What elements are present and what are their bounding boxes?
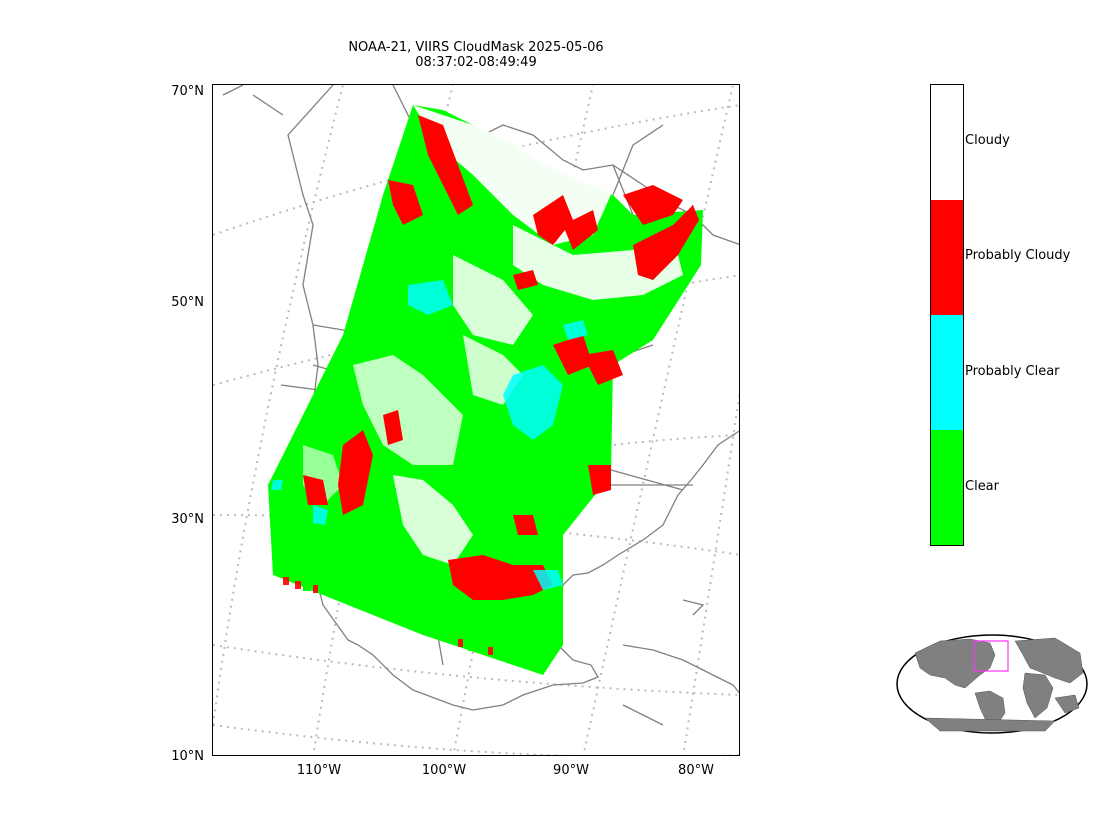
inset-globe-map: [896, 634, 1088, 734]
map-title: NOAA-21, VIIRS CloudMask 2025-05-06 08:3…: [276, 40, 676, 70]
colorbar-segment-probably-clear: [931, 315, 963, 430]
lat-label-50: 50°N: [171, 295, 204, 310]
lon-label-90: 90°W: [553, 763, 589, 778]
inset-region-box: [973, 640, 1009, 672]
colorbar-label-cloudy: Cloudy: [965, 133, 1010, 148]
map-canvas: [213, 85, 739, 755]
colorbar-segment-cloudy: [931, 85, 963, 200]
title-line-2: 08:37:02-08:49:49: [415, 55, 537, 70]
lon-label-110: 110°W: [296, 763, 342, 778]
colorbar-label-probably-cloudy: Probably Cloudy: [965, 248, 1071, 263]
lon-label-80: 80°W: [678, 763, 714, 778]
title-line-1: NOAA-21, VIIRS CloudMask 2025-05-06: [348, 40, 604, 55]
colorbar-segment-probably-cloudy: [931, 200, 963, 315]
lat-label-30: 30°N: [171, 512, 204, 527]
cloudmask-swath: [268, 105, 703, 675]
lat-label-10: 10°N: [171, 749, 204, 764]
colorbar-label-probably-clear: Probably Clear: [965, 364, 1060, 379]
colorbar-label-clear: Clear: [965, 479, 999, 494]
colorbar-segment-clear: [931, 430, 963, 545]
inset-continents: [914, 637, 1084, 732]
lon-label-100: 100°W: [421, 763, 467, 778]
colorbar: [930, 84, 964, 546]
lat-label-70: 70°N: [171, 84, 204, 99]
map-panel[interactable]: [212, 84, 740, 756]
